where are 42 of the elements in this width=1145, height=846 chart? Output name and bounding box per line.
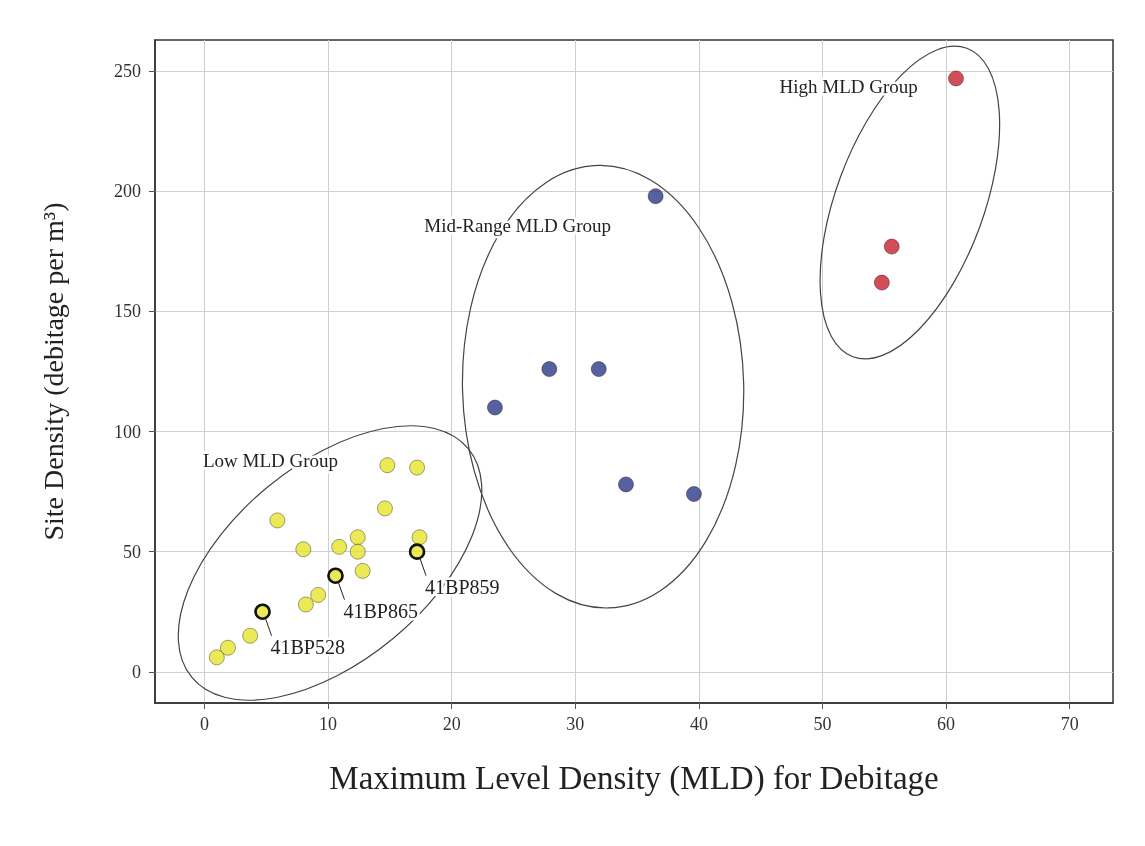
x-tick-label: 60 <box>937 714 956 734</box>
point <box>349 543 366 560</box>
point <box>883 238 900 255</box>
point <box>376 500 393 517</box>
y-tick-label: 150 <box>114 301 141 322</box>
point <box>354 562 371 579</box>
point <box>219 639 236 656</box>
x-tick-label: 40 <box>689 714 708 734</box>
point <box>486 399 503 416</box>
point <box>617 476 634 493</box>
y-tick-label: 200 <box>114 181 141 202</box>
point <box>297 596 314 613</box>
point <box>242 627 259 644</box>
point <box>349 529 366 546</box>
point <box>310 586 327 603</box>
point <box>948 70 965 87</box>
point <box>409 459 426 476</box>
point <box>873 274 890 291</box>
annotation: 41BP528 <box>270 635 346 658</box>
point <box>411 529 428 546</box>
point <box>590 361 607 378</box>
y-tick-label: 100 <box>114 421 141 442</box>
point <box>331 538 348 555</box>
point <box>541 361 558 378</box>
x-tick-label: 70 <box>1060 714 1079 734</box>
point <box>208 649 225 666</box>
x-tick-label: 30 <box>566 714 585 734</box>
x-tick-label: 10 <box>319 714 338 734</box>
point <box>685 486 702 503</box>
y-axis-title: Site Density (debitage per m³) <box>37 202 69 541</box>
point <box>379 457 396 474</box>
y-tick-label: 0 <box>132 661 141 682</box>
y-tick-label: 250 <box>114 61 141 82</box>
x-tick-label: 0 <box>199 714 209 734</box>
point <box>295 541 312 558</box>
annotation: 41BP865 <box>343 599 418 622</box>
y-tick-label: 50 <box>123 541 141 562</box>
x-axis-title: Maximum Level Density (MLD) for Debitage <box>329 759 939 797</box>
x-tick-label: 20 <box>442 714 461 734</box>
x-tick-label: 50 <box>813 714 832 734</box>
point <box>269 512 286 529</box>
point <box>647 188 664 205</box>
